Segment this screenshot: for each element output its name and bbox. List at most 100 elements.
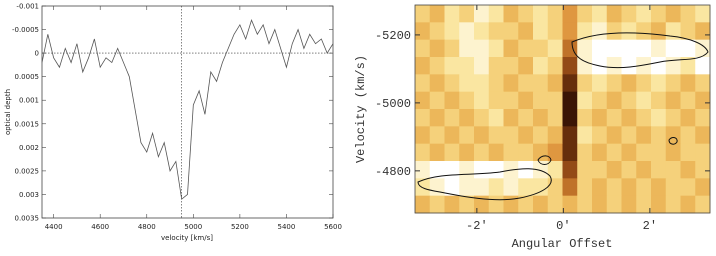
heatmap-cell [503, 57, 519, 75]
heatmap-cell [592, 178, 608, 197]
heatmap-cell [621, 195, 637, 214]
heatmap-cell [577, 143, 593, 162]
heatmap-cell [651, 5, 667, 23]
contour [668, 137, 678, 145]
heatmap-cell [415, 5, 431, 23]
heatmap-cell [533, 178, 549, 197]
heatmap-cell [636, 57, 652, 75]
heatmap-cell [547, 39, 563, 58]
heatmap-cell [474, 57, 490, 75]
heatmap-cell [488, 126, 504, 145]
heatmap-cell [488, 178, 504, 197]
heatmap-cell [636, 39, 652, 58]
heatmap-cell [547, 195, 563, 214]
heatmap-cell [592, 109, 608, 127]
heatmap-cell [651, 126, 667, 145]
heatmap-cell [459, 143, 475, 162]
heatmap-cell [444, 126, 460, 145]
heatmap-cell [680, 74, 696, 93]
heatmap-cell [680, 5, 696, 23]
x-tick-label: 4400 [45, 223, 63, 231]
x-tick-label: 4800 [138, 223, 156, 231]
heatmap-cell [533, 109, 549, 127]
heatmap-cell [444, 109, 460, 127]
heatmap-cell [606, 178, 622, 197]
heatmap-cell [429, 5, 445, 23]
heatmap-cell [665, 57, 681, 75]
heatmap-cell [665, 195, 681, 214]
heatmap-cell [518, 91, 534, 110]
heatmap-cell [651, 91, 667, 110]
heatmap-cell [503, 109, 519, 127]
heatmap-cell [651, 178, 667, 197]
heatmap-cell [665, 126, 681, 145]
x-tick-label: 5400 [278, 223, 296, 231]
heatmap-cell [547, 74, 563, 93]
heatmap-cell [665, 39, 681, 58]
heatmap-cell [459, 178, 475, 197]
heatmap-cell [680, 91, 696, 110]
heatmap-cell [651, 143, 667, 162]
heatmap-cell [577, 74, 593, 93]
heatmap-cell [518, 5, 534, 23]
heatmap-cell [695, 178, 711, 197]
heatmap-cell [474, 161, 490, 179]
heatmap-cell [503, 178, 519, 197]
heatmap-cell [459, 57, 475, 75]
heatmap-cell [459, 126, 475, 145]
heatmap-cell [695, 74, 711, 93]
heatmap-cell [533, 161, 549, 179]
y-tick-label: -0.0005 [12, 26, 39, 34]
heatmap-cell [459, 39, 475, 58]
heatmap-cell [606, 109, 622, 127]
plot-frame [414, 4, 711, 214]
heatmap-cell [577, 178, 593, 197]
heatmap-cell [577, 126, 593, 145]
heatmap-cell [488, 109, 504, 127]
heatmap-cell [474, 178, 490, 197]
heatmap-cell [429, 22, 445, 41]
heatmap-cell [651, 195, 667, 214]
heatmap-cell [680, 39, 696, 58]
heatmap-cell [547, 109, 563, 127]
heatmap-cell [636, 195, 652, 214]
x-axis-label: velocity [km/s] [161, 234, 213, 242]
heatmap-cell [547, 91, 563, 110]
contour [537, 155, 552, 165]
heatmap-cell [606, 126, 622, 145]
heatmap-cell [488, 91, 504, 110]
heatmap-cell [533, 195, 549, 214]
heatmap-cell [444, 74, 460, 93]
heatmap-cell [429, 39, 445, 58]
y-tick-label: 0.0035 [15, 215, 40, 223]
heatmap-cell [562, 22, 578, 41]
heatmap-cell [665, 143, 681, 162]
y-tick-label: 0.0015 [15, 120, 40, 128]
heatmap-cell [695, 143, 711, 162]
heatmap-cell [621, 91, 637, 110]
heatmap-cell [533, 143, 549, 162]
heatmap-cell [562, 39, 578, 58]
heatmap-cell [429, 109, 445, 127]
heatmap-cell [415, 74, 431, 93]
heatmap-cell [474, 22, 490, 41]
heatmap-cell [665, 178, 681, 197]
heatmap-cell [606, 161, 622, 179]
heatmap-cell [695, 109, 711, 127]
heatmap-cell [415, 39, 431, 58]
heatmap-cell [636, 178, 652, 197]
heatmap-cell [577, 161, 593, 179]
heatmap-cell [444, 39, 460, 58]
heatmap-cell [459, 5, 475, 23]
heatmap-cell [474, 195, 490, 214]
heatmap-cell [577, 91, 593, 110]
heatmap-cell [621, 126, 637, 145]
heatmap-cell [459, 109, 475, 127]
heatmap-cell [547, 57, 563, 75]
heatmap-cell [429, 57, 445, 75]
heatmap-cell [533, 126, 549, 145]
heatmap-cell [621, 5, 637, 23]
heatmap-cell [444, 195, 460, 214]
heatmap-cell [444, 22, 460, 41]
